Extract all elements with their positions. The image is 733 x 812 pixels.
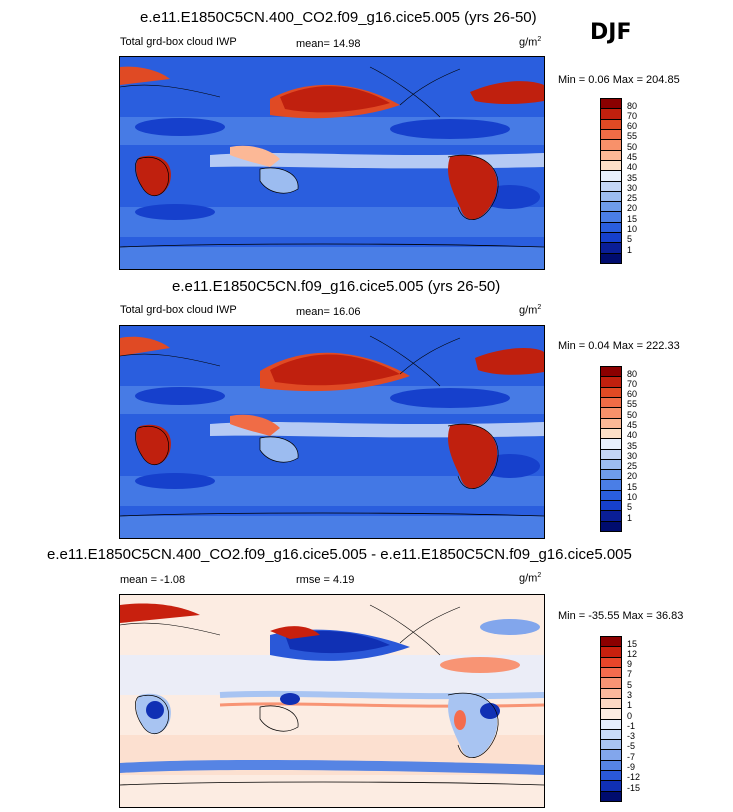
tick-label: 60 [627, 389, 638, 399]
panel-3-colorbar [600, 636, 622, 802]
tick-label: 55 [627, 131, 638, 141]
tick-label: 25 [627, 193, 638, 203]
tick-label: 50 [627, 142, 638, 152]
tick-label: 70 [627, 379, 638, 389]
tick-label: 5 [627, 680, 633, 690]
panel-2-map [119, 325, 545, 539]
tick-label: 1 [627, 245, 633, 255]
panel-1-variable-label: Total grd-box cloud IWP [120, 36, 237, 48]
tick-label: 0 [627, 711, 633, 721]
tick-label: 45 [627, 152, 638, 162]
panel-1-colorbar [600, 98, 622, 264]
tick-label: 10 [627, 224, 638, 234]
tick-label: 80 [627, 101, 638, 111]
tick-label: 7 [627, 669, 633, 679]
tick-label: 50 [627, 410, 638, 420]
tick-label: 25 [627, 461, 638, 471]
tick-label: -7 [627, 752, 636, 762]
tick-label: 20 [627, 203, 638, 213]
tick-label: 15 [627, 214, 638, 224]
tick-label: 5 [627, 234, 633, 244]
tick-label: 40 [627, 430, 638, 440]
tick-label: 35 [627, 173, 638, 183]
tick-label: 40 [627, 162, 638, 172]
tick-label: 12 [627, 649, 638, 659]
tick-label: -15 [627, 783, 641, 793]
tick-label: 60 [627, 121, 638, 131]
tick-label: -5 [627, 741, 636, 751]
tick-label: 30 [627, 183, 638, 193]
season-label: DJF [590, 20, 632, 45]
panel-3-minmax: Min = -35.55 Max = 36.83 [558, 610, 684, 622]
tick-label: 1 [627, 700, 633, 710]
panel-2-mean: mean= 16.06 [296, 306, 361, 318]
panel-2-minmax: Min = 0.04 Max = 222.33 [558, 340, 680, 352]
tick-label: 15 [627, 639, 638, 649]
tick-label: 30 [627, 451, 638, 461]
tick-label: 55 [627, 399, 638, 409]
panel-1-minmax: Min = 0.06 Max = 204.85 [558, 74, 680, 86]
panel-1-map [119, 56, 545, 270]
tick-label: 20 [627, 471, 638, 481]
panel-3-map [119, 594, 545, 808]
tick-label: 45 [627, 420, 638, 430]
panel-2-title: e.e11.E1850C5CN.f09_g16.cice5.005 (yrs 2… [172, 278, 501, 295]
panel-1-mean: mean= 14.98 [296, 38, 361, 50]
tick-label: 80 [627, 369, 638, 379]
panel-2-colorbar [600, 366, 622, 532]
panel-2-variable-label: Total grd-box cloud IWP [120, 304, 237, 316]
panel-2-units: g/m2 [519, 304, 542, 317]
panel-3-title: e.e11.E1850C5CN.400_CO2.f09_g16.cice5.00… [47, 546, 632, 563]
tick-label: 1 [627, 513, 633, 523]
tick-label: 15 [627, 482, 638, 492]
panel-3-mean: mean = -1.08 [120, 574, 186, 586]
panel-3-rmse: rmse = 4.19 [296, 574, 355, 586]
tick-label: 3 [627, 690, 633, 700]
tick-label: -1 [627, 721, 636, 731]
panel-1-units: g/m2 [519, 36, 542, 49]
tick-label: -12 [627, 772, 641, 782]
panel-3-units: g/m2 [519, 572, 542, 585]
tick-label: 35 [627, 441, 638, 451]
tick-label: 9 [627, 659, 633, 669]
tick-label: 70 [627, 111, 638, 121]
tick-label: -3 [627, 731, 636, 741]
tick-label: -9 [627, 762, 636, 772]
tick-label: 10 [627, 492, 638, 502]
tick-label: 5 [627, 502, 633, 512]
panel-1-title: e.e11.E1850C5CN.400_CO2.f09_g16.cice5.00… [140, 9, 537, 26]
